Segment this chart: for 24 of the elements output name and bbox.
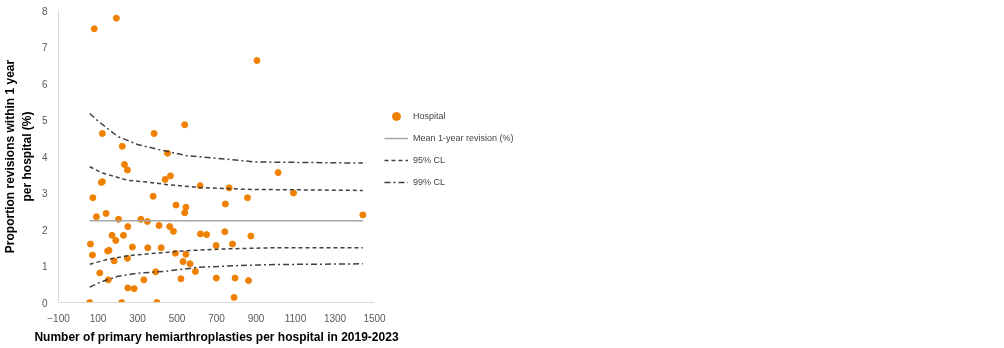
y-tick-label: 3 [41,188,48,199]
y-tick-label: 1 [41,261,48,272]
y-tick-label: 7 [41,42,48,53]
y-tick-label: 4 [41,151,48,163]
y-tick-label: 6 [41,78,48,90]
x-tick-label: 100 [89,312,107,324]
x-tick-label: 1500 [363,312,387,324]
y-axis-title: Proportion revisions within 1 year per hospital (%) [3,59,34,254]
legend-label: Hospital [413,110,446,122]
y-tick-label: 2 [41,224,48,236]
x-tick-label: 1100 [284,312,307,324]
legend-label: Mean 1-year revision (%) [413,132,514,144]
x-tick-label: 700 [208,312,226,324]
x-axis-title: Number of primary hemiarthroplasties per hospital in 2019-2023 [34,329,399,344]
x-tick-label: −100 [47,312,71,324]
legend-label: 99% CL [413,176,446,188]
y-tick-label: 0 [41,297,48,309]
legend-label: 95% CL [413,154,446,166]
x-tick-label: 300 [129,312,147,324]
x-tick-label: 1300 [323,312,347,324]
x-tick-label: 500 [168,312,186,324]
y-tick-label: 8 [41,5,48,17]
x-tick-label: 900 [247,312,265,324]
y-tick-label: 5 [41,115,48,126]
